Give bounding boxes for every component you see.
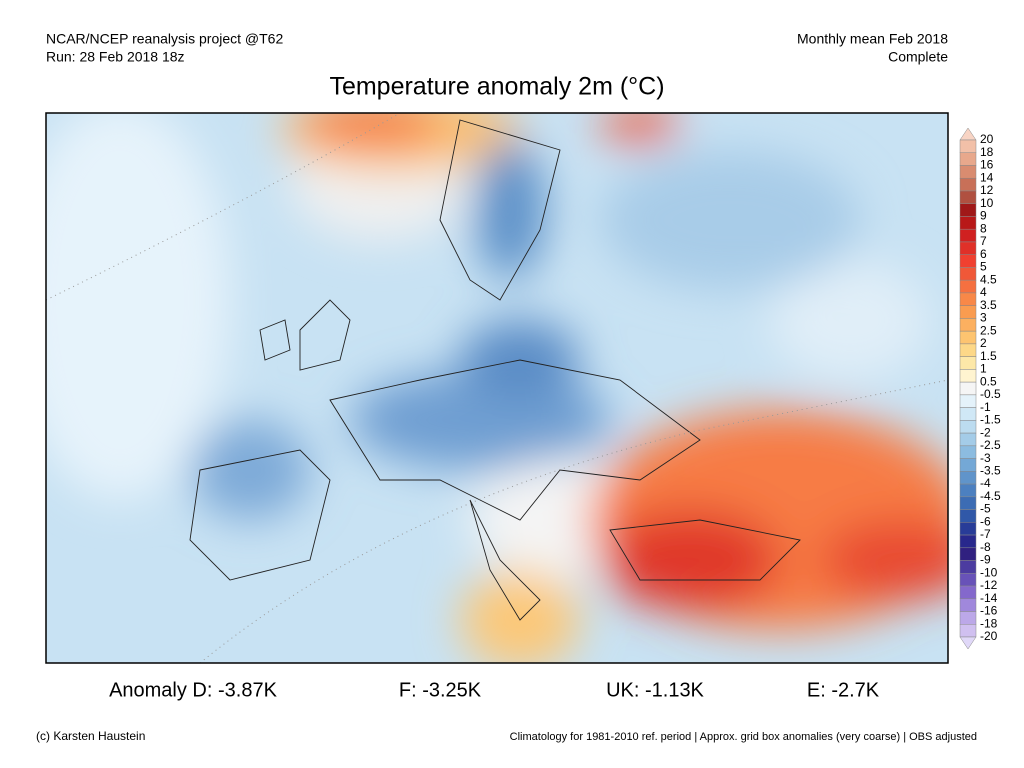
colorbar-bin: [959, 177, 977, 192]
colorbar-label: -6: [980, 514, 991, 528]
colorbar-label: 4: [980, 285, 987, 299]
anomaly-uk: UK: -1.13K: [606, 679, 704, 701]
colorbar-label: 2: [980, 336, 987, 350]
colorbar-bin: [959, 241, 977, 255]
colorbar: 201816141210987654.543.532.521.510.5-0.5…: [959, 127, 1001, 650]
colorbar-label: -3.5: [980, 464, 1001, 478]
colorbar-end: [959, 636, 977, 650]
colorbar-label: -14: [980, 591, 998, 605]
colorbar-bin: [959, 624, 977, 638]
colorbar-bin: [959, 381, 977, 396]
colorbar-end: [959, 127, 977, 141]
credit: (c) Karsten Haustein: [36, 729, 145, 743]
anomaly-d: Anomaly D: -3.87K: [109, 679, 278, 701]
colorbar-label: 2.5: [980, 323, 997, 337]
colorbar-bin: [959, 420, 977, 434]
map: [46, 113, 948, 663]
colorbar-bin: [959, 534, 977, 549]
map-frame: [45, 112, 949, 664]
colorbar-label: 5: [980, 260, 987, 274]
colorbar-label: 4.5: [980, 272, 997, 286]
colorbar-bin: [959, 432, 977, 447]
colorbar-bin: [959, 152, 977, 166]
colorbar-label: -2: [980, 425, 991, 439]
colorbar-label: 18: [980, 145, 994, 159]
colorbar-label: 3.5: [980, 298, 997, 312]
colorbar-label: -4.5: [980, 489, 1001, 503]
colorbar-bin: [959, 407, 977, 421]
colorbar-bin: [959, 267, 977, 281]
colorbar-label: 10: [980, 196, 994, 210]
anomaly-f: F: -3.25K: [399, 679, 482, 701]
colorbar-bin: [959, 522, 977, 536]
colorbar-label: -20: [980, 629, 998, 643]
colorbar-bin: [959, 318, 977, 332]
anomaly-e: E: -2.7K: [807, 679, 880, 701]
colorbar-label: -16: [980, 604, 998, 618]
colorbar-bin: [959, 203, 977, 217]
colorbar-label: -5: [980, 502, 991, 516]
colorbar-label: 0.5: [980, 374, 997, 388]
colorbar-bin: [959, 509, 977, 523]
colorbar-bin: [959, 585, 977, 600]
colorbar-label: 14: [980, 170, 994, 184]
colorbar-bin: [959, 483, 977, 498]
colorbar-label: 9: [980, 209, 987, 223]
source: NCAR/NCEP reanalysis project @T62: [46, 31, 283, 47]
colorbar-label: 3: [980, 311, 987, 325]
colorbar-bin: [959, 139, 977, 153]
colorbar-bin: [959, 343, 977, 357]
colorbar-label: 1: [980, 362, 987, 376]
colorbar-label: 6: [980, 247, 987, 261]
colorbar-label: -1.5: [980, 413, 1001, 427]
colorbar-label: 8: [980, 221, 987, 235]
colorbar-bin: [959, 445, 977, 459]
colorbar-bin: [959, 573, 977, 587]
colorbar-bin: [959, 598, 977, 612]
colorbar-label: -4: [980, 476, 991, 490]
colorbar-bin: [959, 356, 977, 370]
colorbar-label: -1: [980, 400, 991, 414]
colorbar-label: -0.5: [980, 387, 1001, 401]
colorbar-label: -7: [980, 527, 991, 541]
colorbar-bin: [959, 254, 977, 268]
colorbar-bin: [959, 279, 977, 294]
colorbar-bin: [959, 330, 977, 345]
colorbar-bin: [959, 458, 977, 472]
colorbar-bin: [959, 496, 977, 510]
colorbar-label: -8: [980, 540, 991, 554]
colorbar-bin: [959, 394, 977, 408]
colorbar-label: 1.5: [980, 349, 997, 363]
colorbar-bin: [959, 560, 977, 574]
colorbar-label: 7: [980, 234, 987, 248]
footnote: Climatology for 1981-2010 ref. period | …: [510, 731, 977, 743]
run: Run: 28 Feb 2018 18z: [46, 49, 185, 65]
colorbar-label: -9: [980, 553, 991, 567]
colorbar-label: 16: [980, 158, 994, 172]
colorbar-bin: [959, 216, 977, 230]
colorbar-label: -12: [980, 578, 998, 592]
colorbar-bin: [959, 228, 977, 243]
colorbar-label: -18: [980, 616, 998, 630]
colorbar-label: 20: [980, 132, 994, 146]
colorbar-label: -10: [980, 565, 998, 579]
colorbar-bin: [959, 292, 977, 306]
title: Temperature anomaly 2m (°C): [329, 73, 664, 101]
colorbar-label: -3: [980, 451, 991, 465]
colorbar-bin: [959, 611, 977, 625]
colorbar-label: 12: [980, 183, 994, 197]
status: Complete: [888, 49, 948, 65]
colorbar-bin: [959, 547, 977, 561]
colorbar-bin: [959, 305, 977, 319]
period: Monthly mean Feb 2018: [797, 31, 948, 47]
colorbar-bin: [959, 165, 977, 179]
colorbar-bin: [959, 369, 977, 383]
colorbar-bin: [959, 190, 977, 204]
colorbar-bin: [959, 471, 977, 485]
colorbar-label: -2.5: [980, 438, 1001, 452]
